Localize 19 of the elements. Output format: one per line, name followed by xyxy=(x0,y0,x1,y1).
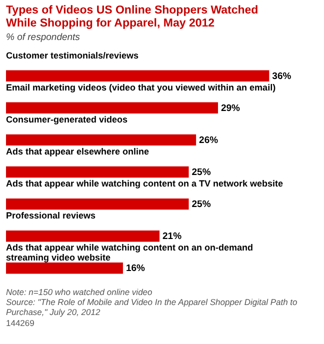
chart-title: Types of Videos US Online Shoppers Watched While Shopping for Apparel, May 2012 xyxy=(6,4,258,30)
y-tick-label: Ads that appear while watching content on a TV network website xyxy=(6,178,284,189)
y-tick-label: Ads that appear elsewhere online xyxy=(6,146,150,157)
data-label: 29% xyxy=(220,102,241,114)
y-tick-label: Professional reviews xyxy=(6,210,96,221)
data-label: 26% xyxy=(199,134,219,146)
data-label: 25% xyxy=(192,167,212,178)
chart-subtitle: % of respondents xyxy=(6,32,80,43)
source-note: Source: "The Role of Mobile and Video In the Apparel Shopper Digital Path to Purchase," July 20, 2012 xyxy=(6,297,298,317)
data-label: 21% xyxy=(162,231,182,242)
data-label: 36% xyxy=(272,70,292,82)
y-tick-label: Ads that appear while watching content on an on-demand streaming video website xyxy=(6,242,254,263)
data-label: 16% xyxy=(126,263,146,274)
y-tick-label: Email marketing videos (video that you viewed within an email) xyxy=(6,82,276,92)
y-tick-label: Customer testimonials/reviews xyxy=(6,50,139,60)
y-tick-label: Consumer-generated videos xyxy=(6,114,128,124)
text: 144269 xyxy=(6,318,36,328)
text: Note: n=150 who watched online video xyxy=(6,287,154,297)
data-label: 25% xyxy=(192,199,212,210)
